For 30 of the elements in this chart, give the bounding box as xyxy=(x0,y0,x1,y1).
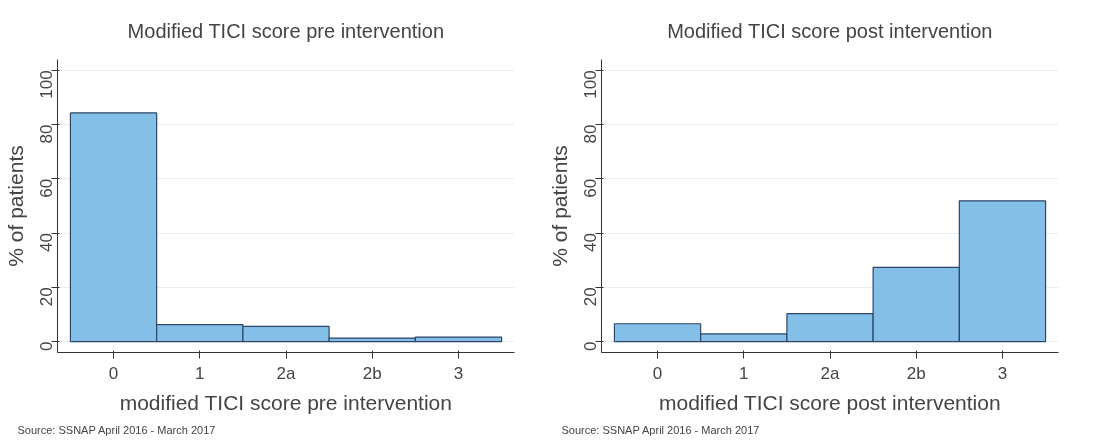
x-tick-label: 2a xyxy=(276,363,296,383)
y-tick-label: 20 xyxy=(581,287,601,307)
x-tick-label: 0 xyxy=(108,363,119,383)
y-tick-label: 20 xyxy=(37,287,57,307)
x-axis-title: modified TICI score pre intervention xyxy=(119,390,452,414)
y-axis-title: % of patients xyxy=(547,145,571,267)
y-tick-label: 0 xyxy=(37,341,57,352)
x-tick-label: 3 xyxy=(453,363,464,383)
y-tick-label: 80 xyxy=(581,124,601,144)
x-tick-label: 1 xyxy=(739,363,749,383)
y-tick-label: 80 xyxy=(37,124,57,144)
y-tick-label: 100 xyxy=(37,70,57,99)
x-tick-label: 3 xyxy=(997,363,1008,383)
y-tick-label: 60 xyxy=(581,178,601,198)
y-tick-label: 60 xyxy=(37,178,57,198)
y-axis-title: % of patients xyxy=(3,145,27,267)
x-tick-label: 2a xyxy=(820,363,840,383)
source-note: Source: SSNAP April 2016 - March 2017 xyxy=(17,423,216,436)
x-axis-title: modified TICI score post intervention xyxy=(659,390,1001,414)
x-tick-label: 1 xyxy=(195,363,205,383)
y-tick-label: 100 xyxy=(581,70,601,99)
source-note: Source: SSNAP April 2016 - March 2017 xyxy=(561,423,760,436)
chart-title: Modified TICI score post intervention xyxy=(667,20,993,42)
x-tick-label: 2b xyxy=(362,363,382,383)
y-tick-label: 40 xyxy=(581,233,601,253)
chart-title: Modified TICI score pre intervention xyxy=(127,20,445,42)
y-tick-label: 40 xyxy=(37,233,57,253)
y-tick-label: 0 xyxy=(581,341,601,352)
x-tick-label: 0 xyxy=(652,363,663,383)
x-tick-label: 2b xyxy=(906,363,926,383)
